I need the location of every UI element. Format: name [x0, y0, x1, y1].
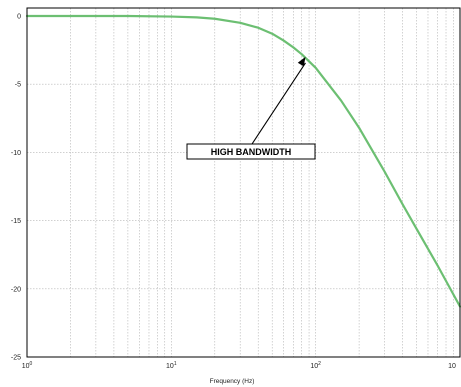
magnitude-curve: [25, 14, 461, 308]
x-tick-label: 10: [448, 363, 456, 370]
y-tick-label: 0: [17, 14, 21, 21]
y-tick-label: -20: [11, 286, 21, 293]
annotation-text: HIGH BANDWIDTH: [211, 147, 292, 157]
y-tick-label: -10: [11, 150, 21, 157]
y-tick-labels: 0 -5 -10 -15 -20 -25: [11, 14, 21, 362]
x-tick-labels: 100 101 102 10: [22, 361, 456, 370]
annotation-arrowhead: [297, 56, 306, 67]
plot-frame: [26, 7, 461, 358]
y-tick-label: -25: [11, 355, 21, 362]
annotation-arrow: [251, 62, 306, 145]
y-tick-label: -5: [15, 82, 21, 89]
series-layer: [25, 14, 461, 308]
x-tick-label: 102: [310, 361, 321, 370]
grid-lines: [27, 8, 460, 357]
y-tick-label: -15: [11, 218, 21, 225]
annotation-box: [186, 143, 316, 160]
annotation-layer: HIGH BANDWIDTH: [186, 56, 316, 160]
x-axis-label: Frequency (Hz): [210, 378, 255, 385]
x-tick-label: 101: [166, 361, 177, 370]
x-tick-label: 100: [22, 361, 33, 370]
